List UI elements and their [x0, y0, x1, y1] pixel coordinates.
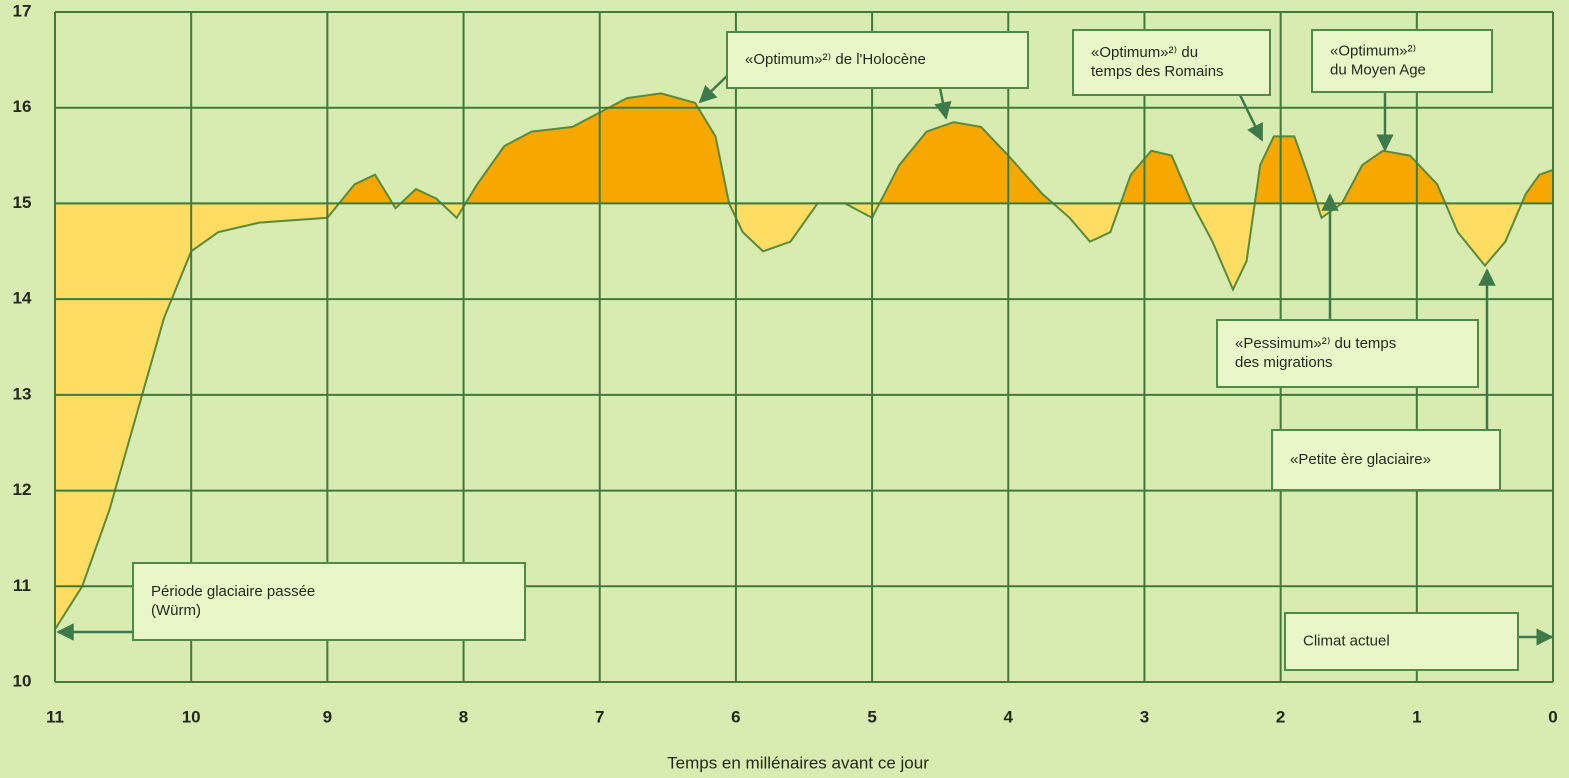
x-axis-label: Temps en millénaires avant ce jour [667, 753, 929, 772]
annotation-text: Climat actuel [1303, 632, 1390, 649]
y-tick-label: 11 [13, 576, 31, 595]
x-tick-label: 0 [1548, 707, 1557, 726]
annotation-box [132, 562, 526, 641]
y-tick-label: 16 [13, 97, 32, 116]
annotation-arrow [1238, 94, 1264, 142]
annotation-text: Période glaciaire passée [151, 583, 315, 600]
annotation-text: «Optimum»²⁾ du [1091, 44, 1198, 61]
x-tick-label: 7 [595, 707, 604, 726]
x-tick-label: 5 [867, 707, 876, 726]
x-tick-label: 4 [1004, 707, 1014, 726]
x-tick-label: 3 [1140, 707, 1149, 726]
annotation-box [1216, 319, 1479, 388]
y-tick-label: 15 [13, 193, 32, 212]
annotation-arrow [934, 87, 952, 120]
x-tick-label: 9 [323, 707, 332, 726]
annotation-text: du Moyen Age [1330, 61, 1426, 78]
annotation-box [1311, 29, 1493, 93]
y-tick-label: 17 [13, 1, 32, 20]
y-tick-label: 12 [13, 480, 32, 499]
annotation-text: «Optimum»²⁾ [1330, 42, 1416, 59]
y-tick-label: 10 [13, 671, 32, 690]
annotation-box [1271, 429, 1501, 491]
x-tick-label: 10 [182, 707, 201, 726]
x-tick-label: 6 [731, 707, 740, 726]
annotation-text: (Würm) [151, 602, 201, 619]
x-tick-label: 8 [459, 707, 468, 726]
annotation-text: «Optimum»²⁾ de l'Holocène [745, 51, 926, 68]
annotation-box [726, 31, 1029, 89]
annotation-text: «Pessimum»²⁾ du temps [1235, 335, 1396, 352]
x-tick-label: 2 [1276, 707, 1285, 726]
annotation-text: des migrations [1235, 354, 1333, 371]
y-tick-label: 13 [13, 384, 32, 403]
annotation-text: temps des Romains [1091, 63, 1224, 80]
area-above [339, 93, 1553, 204]
x-tick-label: 1 [1412, 707, 1421, 726]
annotation-box [1284, 612, 1519, 671]
y-tick-label: 14 [13, 289, 32, 308]
x-tick-label: 11 [46, 707, 64, 726]
annotation-text: «Petite ère glaciaire» [1290, 451, 1431, 468]
annotation-arrow [698, 75, 728, 104]
annotation-box [1072, 29, 1271, 96]
